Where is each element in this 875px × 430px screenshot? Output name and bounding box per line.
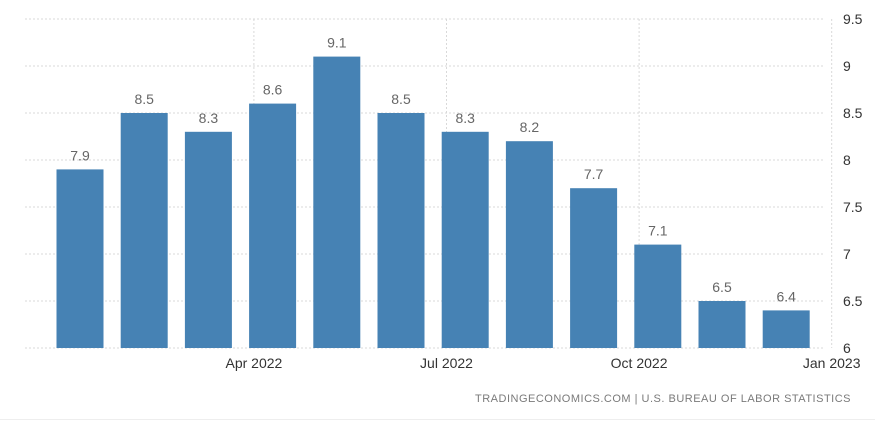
bar-value-label: 8.5 [391,91,411,107]
y-axis: 6 6.5 7 7.5 8 8.5 9 9.5 [843,11,863,356]
bar-value-label: 8.3 [199,110,219,126]
bar [441,131,489,348]
bar-value-label: 8.3 [455,110,475,126]
y-tick-label: 8.5 [843,105,863,121]
bar [249,103,297,348]
bar [762,310,810,348]
x-axis: Apr 2022 Jul 2022 Oct 2022 Jan 2023 [225,355,860,371]
bar [184,131,232,348]
x-tick-label: Apr 2022 [225,355,282,371]
bar-value-label: 6.5 [712,279,732,295]
bar-chart: 7.9 8.5 8.3 8.6 9.1 8.5 8.3 8.2 7.7 7.1 6.5 6.4 6 6.… [25,11,863,371]
bar [698,301,746,348]
x-tick-label: Oct 2022 [611,355,668,371]
bar [377,113,425,348]
bars [56,56,810,348]
bar-value-label: 8.6 [263,82,283,98]
bar-value-label: 7.7 [584,166,604,182]
bar-value-label: 7.9 [70,147,90,163]
y-tick-label: 7.5 [843,199,863,215]
bar-value-label: 8.5 [134,91,154,107]
bar [570,188,618,348]
bottom-divider [0,419,875,420]
bar [634,244,682,348]
bar-value-label: 8.2 [520,119,540,135]
source-attribution: TRADINGECONOMICS.COM | U.S. BUREAU OF LA… [475,393,851,405]
bar [56,169,104,348]
bar-value-label: 6.4 [776,288,796,304]
x-tick-label: Jul 2022 [420,355,473,371]
x-tick-label: Jan 2023 [803,355,861,371]
bar [313,56,361,348]
bar [120,113,168,348]
value-labels: 7.9 8.5 8.3 8.6 9.1 8.5 8.3 8.2 7.7 7.1 6.5 6.4 [70,35,796,305]
y-tick-label: 7 [843,246,851,262]
y-tick-label: 9 [843,58,851,74]
y-tick-label: 6 [843,340,851,356]
y-tick-label: 9.5 [843,11,863,27]
bar-value-label: 7.1 [648,223,668,239]
bar-value-label: 9.1 [327,35,347,51]
bar [505,141,553,348]
y-tick-label: 6.5 [843,293,863,309]
y-tick-label: 8 [843,152,851,168]
